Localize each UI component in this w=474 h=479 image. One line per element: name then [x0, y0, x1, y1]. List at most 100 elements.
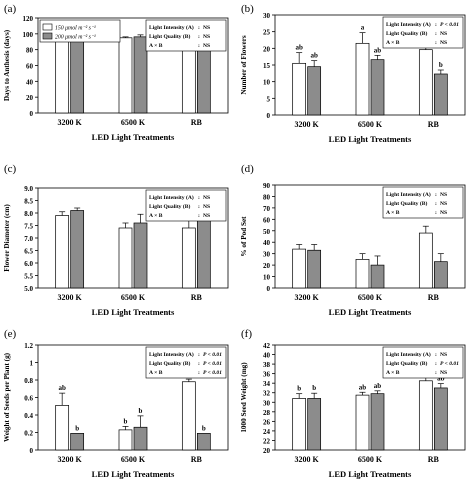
stats-colon: :	[198, 195, 200, 201]
x-axis-label: LED Light Treatments	[329, 307, 412, 317]
stats-value: NS	[440, 370, 447, 376]
x-tick-label: 3200 K	[58, 455, 83, 464]
stats-value: NS	[440, 40, 447, 46]
stats-colon: :	[198, 361, 200, 367]
x-tick-label: 6500 K	[121, 455, 146, 464]
y-tick-label: 20	[263, 262, 271, 270]
bar	[433, 73, 448, 116]
y-tick-label: 20	[263, 447, 271, 455]
stats-label: A × B	[149, 370, 163, 376]
y-tick-label: 10	[263, 79, 271, 87]
y-tick-label: 42	[263, 342, 271, 350]
x-tick-label: RB	[428, 455, 440, 464]
stats-colon: :	[435, 22, 437, 28]
y-tick-label: 7.5	[24, 223, 33, 231]
bar	[292, 62, 307, 116]
x-tick-label: RB	[428, 293, 440, 302]
bar	[355, 259, 370, 289]
y-tick-label: 80	[26, 47, 34, 55]
plot-area	[274, 344, 466, 451]
x-tick-label: 3200 K	[295, 120, 320, 129]
y-axis-label: 1000 Seed Weight (mg)	[240, 362, 248, 433]
significance-letter: b	[139, 407, 143, 415]
y-tick-label: 40	[26, 78, 34, 86]
stats-label: Light Intensity (A)	[386, 21, 431, 28]
stats-label: Light Quality (B)	[386, 360, 427, 367]
stats-colon: :	[198, 213, 200, 219]
stats-colon: :	[198, 352, 200, 358]
y-tick-label: 0	[267, 112, 271, 120]
y-tick-label: 22	[263, 437, 271, 445]
bar	[307, 249, 322, 289]
bar	[118, 429, 133, 451]
y-tick-label: 5	[267, 95, 271, 103]
y-tick-label: 8.0	[24, 210, 33, 218]
stats-box	[145, 19, 227, 52]
stats-colon: :	[435, 31, 437, 37]
bar	[196, 433, 211, 451]
stats-colon: :	[435, 370, 437, 376]
x-axis-label: LED Light Treatments	[329, 469, 412, 479]
bar	[118, 37, 133, 114]
bar	[355, 394, 370, 451]
y-tick-label: 1.2	[24, 342, 33, 350]
stats-colon: :	[435, 40, 437, 46]
bar	[370, 264, 385, 289]
bar	[433, 387, 448, 451]
chart-panel: (b) 0 5 10 15 20 25 30 Number of Flowers LED Ligh…	[240, 3, 466, 144]
panel-label: (f)	[241, 328, 252, 340]
panel-label: (b)	[241, 3, 254, 15]
y-tick-label: 5.5	[24, 273, 33, 281]
bar	[118, 227, 133, 289]
significance-letter: ab	[58, 384, 66, 392]
stats-value: P < 0.01	[440, 361, 459, 367]
y-axis-label: Weight of Seeds per Plant (g)	[3, 352, 11, 442]
stats-value: NS	[440, 192, 447, 198]
y-tick-label: 120	[23, 15, 34, 23]
significance-letter: ab	[295, 44, 303, 52]
y-tick-label: 20	[26, 94, 34, 102]
legend-swatch	[42, 32, 53, 40]
stats-box	[145, 346, 227, 379]
stats-colon: :	[435, 192, 437, 198]
bar	[292, 248, 307, 289]
y-tick-label: 32	[263, 390, 271, 398]
y-tick-label: 38	[263, 361, 271, 369]
stats-colon: :	[198, 370, 200, 376]
y-tick-label: 7.0	[24, 235, 33, 243]
stats-label: A × B	[386, 210, 400, 216]
y-tick-label: 90	[263, 182, 271, 190]
bar	[181, 381, 196, 451]
legend-swatch	[42, 23, 53, 31]
x-tick-label: 3200 K	[58, 118, 83, 127]
stats-box	[382, 16, 464, 49]
y-tick-label: 0.8	[24, 377, 33, 385]
bar	[133, 222, 148, 289]
stats-label: Light Intensity (A)	[386, 191, 431, 198]
y-tick-label: 8.5	[24, 198, 33, 206]
y-tick-label: 25	[263, 29, 271, 37]
stats-label: Light Intensity (A)	[149, 24, 194, 31]
x-axis-label: LED Light Treatments	[92, 132, 175, 142]
y-tick-label: 36	[263, 371, 271, 379]
stats-value: NS	[440, 201, 447, 207]
stats-colon: :	[435, 210, 437, 216]
stats-value: NS	[440, 31, 447, 37]
y-tick-label: 30	[263, 12, 271, 20]
stats-label: Light Quality (B)	[149, 360, 190, 367]
stats-value: NS	[203, 43, 210, 49]
significance-letter: b	[297, 385, 301, 393]
significance-letter: ab	[310, 52, 318, 60]
x-tick-label: 3200 K	[58, 293, 83, 302]
y-tick-label: 15	[263, 62, 271, 70]
legend-label: 150 μmol m⁻² s⁻¹	[55, 26, 96, 32]
bar	[370, 393, 385, 451]
x-tick-label: 6500 K	[121, 293, 146, 302]
y-tick-label: 26	[263, 418, 271, 426]
chart-panel: (a) 0 20 40 60 80 100 120 Days to Anthesis (days…	[3, 3, 229, 142]
y-tick-label: 50	[263, 228, 271, 236]
bar	[418, 232, 433, 289]
legend-label: 200 μmol m⁻² s⁻¹	[55, 35, 96, 41]
significance-letter: b	[124, 417, 128, 425]
x-axis-label: LED Light Treatments	[92, 307, 175, 317]
